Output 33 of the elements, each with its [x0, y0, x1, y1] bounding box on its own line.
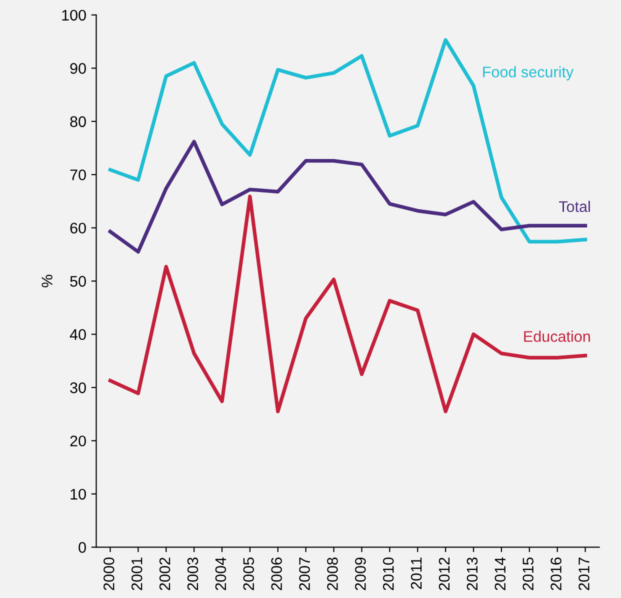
y-tick-label: 50 — [70, 276, 86, 287]
x-tick-label: 2012 — [438, 558, 450, 590]
x-tick-label: 2003 — [187, 558, 198, 590]
y-tick-label: 100 — [62, 10, 86, 21]
x-tick-label: 2004 — [215, 557, 226, 590]
x-tick-label: 2001 — [131, 558, 142, 590]
x-tick-label: 2005 — [243, 558, 254, 590]
x-tick-label: 2014 — [494, 557, 506, 590]
x-tick-label: 2006 — [271, 558, 282, 590]
y-axis-title: % — [42, 274, 52, 288]
series-label: Total — [558, 200, 590, 212]
series-label: Food security — [483, 66, 574, 80]
y-tick-label: 30 — [70, 382, 86, 394]
x-tick-label: 2009 — [355, 558, 366, 590]
x-tick-label: 2010 — [382, 557, 394, 590]
x-tick-label: 2007 — [299, 558, 310, 590]
y-tick-label: 70 — [70, 169, 86, 180]
x-tick-label: 2013 — [466, 558, 478, 590]
y-tick-label: 90 — [70, 63, 86, 74]
y-tick-label: 10 — [70, 488, 86, 500]
y-tick-label: 40 — [70, 329, 86, 340]
y-tick-label: 20 — [70, 436, 86, 446]
y-tick-label: 80 — [70, 116, 86, 128]
x-tick-label: 2008 — [327, 558, 338, 590]
x-tick-label: 2017 — [578, 558, 590, 590]
x-tick-label: 2000 — [104, 557, 114, 590]
y-tick-label: 0 — [78, 542, 86, 553]
y-tick-label: 60 — [70, 222, 86, 234]
x-tick-label: 2016 — [550, 558, 562, 590]
series-label: Education — [524, 330, 590, 342]
x-tick-label: 2011 — [410, 558, 422, 589]
x-tick-label: 2002 — [159, 558, 170, 590]
x-tick-label: 2015 — [522, 558, 534, 590]
